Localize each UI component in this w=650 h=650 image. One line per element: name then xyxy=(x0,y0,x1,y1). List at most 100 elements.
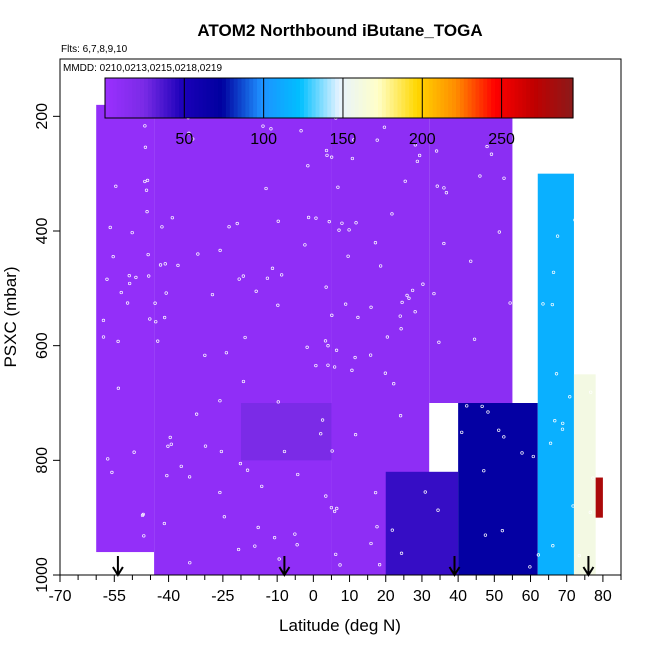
sample-point xyxy=(502,176,506,180)
sample-point xyxy=(236,547,241,552)
colorbar-segment xyxy=(440,78,445,118)
sample-point xyxy=(241,274,245,278)
sample-point xyxy=(482,469,486,473)
sample-point xyxy=(520,451,524,455)
colorbar-segment xyxy=(233,78,239,118)
y-tick-label: 200 xyxy=(34,103,51,130)
sample-point xyxy=(415,159,420,164)
colorbar-segment xyxy=(541,78,547,118)
sample-point xyxy=(352,138,356,142)
sample-point xyxy=(413,143,417,147)
x-tick-label: 40 xyxy=(449,588,467,605)
sample-point xyxy=(218,490,222,495)
sample-point xyxy=(434,149,439,153)
colorbar-segment xyxy=(296,78,301,118)
sample-point xyxy=(330,313,334,317)
sample-point xyxy=(270,266,275,270)
colorbar-segment xyxy=(518,78,523,118)
sample-point xyxy=(306,215,311,220)
sample-point xyxy=(145,210,149,214)
colorbar-segment xyxy=(409,78,414,118)
x-tick-label: 20 xyxy=(377,588,395,605)
sample-point xyxy=(319,432,323,436)
sample-point xyxy=(143,124,147,128)
sample-point xyxy=(489,152,494,156)
sample-point xyxy=(591,476,595,480)
sample-point xyxy=(531,454,535,459)
flight-arrows xyxy=(112,556,595,577)
colorbar-segment xyxy=(186,78,192,118)
sample-point xyxy=(550,302,555,307)
x-tick-label: 0 xyxy=(309,588,318,605)
heatmap-layer xyxy=(96,104,603,575)
sample-point xyxy=(119,290,123,295)
colorbar-segment xyxy=(132,78,137,118)
sample-point xyxy=(378,264,383,268)
y-tick-label: 1000 xyxy=(34,557,51,593)
dates-label: MMDD: 0210,0213,0215,0218,0219 xyxy=(63,63,222,74)
colorbar-segment xyxy=(245,78,250,118)
sample-point xyxy=(373,241,378,245)
sample-point xyxy=(483,533,488,537)
sample-point xyxy=(261,124,265,128)
sample-point xyxy=(421,282,425,286)
colorbar-segment xyxy=(475,78,480,118)
sample-point xyxy=(187,475,192,479)
colorbar-segment xyxy=(479,78,484,118)
sample-point xyxy=(324,285,328,289)
sample-point xyxy=(127,281,132,286)
sample-point xyxy=(369,541,373,546)
sample-point xyxy=(325,153,329,158)
sample-point xyxy=(377,563,382,567)
sample-point xyxy=(444,191,449,195)
sample-point xyxy=(203,444,208,448)
sample-point xyxy=(369,305,373,309)
sample-point xyxy=(222,515,227,519)
sample-point xyxy=(383,371,388,375)
sample-point xyxy=(132,450,136,454)
sample-point xyxy=(485,144,489,149)
colorbar-segment xyxy=(194,78,200,118)
sample-point xyxy=(400,300,404,305)
sample-point xyxy=(116,339,120,344)
colorbar-segment xyxy=(128,78,133,118)
sample-point xyxy=(140,513,145,518)
colorbar-segment xyxy=(112,78,118,118)
colorbar-segment xyxy=(342,78,348,118)
sample-point xyxy=(332,509,337,514)
colorbar-segment xyxy=(303,78,309,118)
arrow-head xyxy=(112,566,124,577)
sample-point xyxy=(116,386,121,390)
sample-point xyxy=(585,261,590,266)
sample-point xyxy=(375,138,379,142)
colorbar-segment xyxy=(253,78,258,118)
colorbar-segment xyxy=(565,78,570,118)
colorbar-segment xyxy=(257,78,262,118)
sample-point xyxy=(237,277,241,281)
colorbar-segment xyxy=(241,78,246,118)
sample-point xyxy=(555,234,560,238)
sample-point xyxy=(164,291,168,295)
colorbar-segment xyxy=(444,78,449,118)
sample-point xyxy=(314,363,318,368)
heatmap-cell-4 xyxy=(385,471,459,575)
sample-point xyxy=(146,252,150,257)
x-axis-label: Latitude (deg N) xyxy=(279,616,401,635)
sample-point xyxy=(432,291,436,296)
sample-point xyxy=(210,292,215,297)
colorbar-segment xyxy=(413,78,418,118)
sample-point xyxy=(101,318,106,323)
colorbar-tick-label: 150 xyxy=(330,131,357,148)
sample-point xyxy=(335,506,339,511)
sample-point xyxy=(390,528,394,532)
colorbar-segment xyxy=(545,78,551,118)
colorbar-segment xyxy=(346,78,352,118)
sample-point xyxy=(588,510,592,514)
sample-point xyxy=(541,302,545,306)
colorbar-segment xyxy=(151,78,157,118)
sample-point xyxy=(162,315,167,320)
colorbar-segment xyxy=(553,78,558,118)
sample-point xyxy=(187,131,191,135)
sample-point xyxy=(170,216,174,220)
